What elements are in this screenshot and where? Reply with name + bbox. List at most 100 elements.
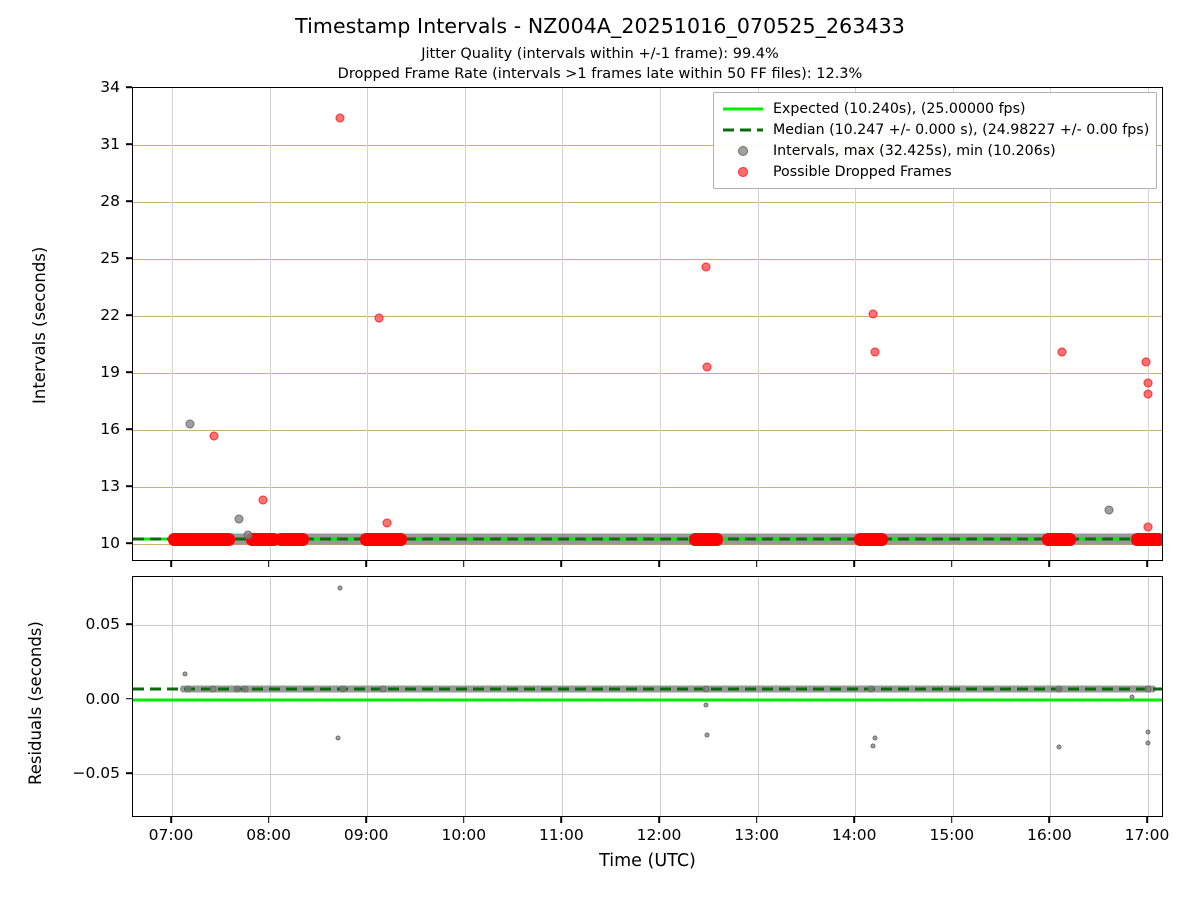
residuals-y-tick-label: 0.05 <box>85 615 120 633</box>
residuals-x-tick <box>658 817 660 823</box>
dropped-frame-cluster <box>246 532 281 546</box>
residual-point <box>872 735 878 741</box>
legend-entry-expected: Expected (10.240s), (25.00000 fps) <box>721 98 1149 119</box>
intervals-y-axis-title: Intervals (seconds) <box>30 246 49 404</box>
interval-point <box>1104 505 1114 515</box>
intervals-x-tick <box>170 561 172 567</box>
residual-point <box>337 585 343 591</box>
residuals-x-tick <box>170 817 172 823</box>
residual-point <box>379 685 387 693</box>
residual-point <box>1145 740 1151 746</box>
legend-label-dropped: Possible Dropped Frames <box>773 163 952 180</box>
legend-entry-median: Median (10.247 +/- 0.000 s), (24.98227 +… <box>721 119 1149 140</box>
intervals-y-tick <box>126 257 132 259</box>
x-tick-label: 11:00 <box>539 826 584 844</box>
chart-title: Timestamp Intervals - NZ004A_20251016_07… <box>295 14 905 38</box>
chart-subtitle-jitter: Jitter Quality (intervals within +/-1 fr… <box>421 46 779 62</box>
dropped-frame-cluster <box>372 532 407 546</box>
residual-point <box>184 685 192 693</box>
legend-key-intervals-marker <box>721 142 765 160</box>
intervals-y-tick-label: 28 <box>100 192 120 210</box>
intervals-y-tick-label: 31 <box>100 135 120 153</box>
dropped-frame-point <box>1143 389 1153 399</box>
residuals-gridline-v <box>269 577 271 816</box>
intervals-x-tick <box>365 561 367 567</box>
intervals-gridline-v <box>660 88 661 560</box>
legend-entry-intervals: Intervals, max (32.425s), min (10.206s) <box>721 140 1149 161</box>
intervals-gridline-h <box>133 316 1162 317</box>
dropped-frame-point <box>868 309 878 319</box>
residuals-x-tick <box>463 817 465 823</box>
chart-legend: Expected (10.240s), (25.00000 fps) Media… <box>713 92 1157 189</box>
residuals-x-tick <box>365 817 367 823</box>
intervals-x-tick <box>1146 561 1148 567</box>
intervals-y-tick-label: 16 <box>100 420 120 438</box>
residuals-y-tick <box>126 623 132 625</box>
intervals-y-tick <box>126 485 132 487</box>
dropped-frame-point <box>209 431 219 441</box>
dropped-frame-point <box>1143 522 1153 532</box>
residuals-gridline-v <box>172 577 173 816</box>
residuals-y-tick-label: 0.00 <box>85 689 120 708</box>
intervals-gridline-v <box>269 88 271 560</box>
residuals-x-tick <box>853 817 855 823</box>
intervals-gridline-v <box>1148 88 1149 560</box>
intervals-gridline-h <box>133 430 1162 431</box>
intervals-y-tick-label: 19 <box>100 363 120 381</box>
residual-point <box>1145 729 1151 735</box>
residuals-y-tick <box>126 772 132 774</box>
dropped-frame-point <box>335 113 345 123</box>
x-tick-label: 09:00 <box>343 826 389 844</box>
residuals-x-tick <box>560 817 563 823</box>
residuals-gridline-v <box>1050 577 1052 816</box>
intervals-gridline-h <box>133 145 1162 146</box>
residual-point <box>870 743 876 749</box>
residual-point <box>703 702 709 708</box>
dropped-frame-point <box>374 313 384 323</box>
x-tick-label: 10:00 <box>441 826 487 844</box>
interval-point <box>185 419 195 429</box>
dropped-frame-cluster <box>854 532 889 546</box>
intervals-y-tick <box>126 542 132 544</box>
residuals-x-tick <box>1048 817 1051 823</box>
residual-point <box>1056 744 1062 750</box>
residuals-gridline-v <box>660 577 661 816</box>
residual-point <box>241 685 249 693</box>
interval-point <box>243 530 253 539</box>
legend-key-median-line <box>721 121 765 139</box>
dropped-frame-point <box>1057 347 1067 357</box>
dropped-frame-point <box>382 518 392 528</box>
intervals-x-tick <box>658 561 660 567</box>
residuals-gridline-h <box>133 625 1162 626</box>
intervals-gridline-v <box>1050 88 1052 560</box>
intervals-x-tick <box>560 561 563 567</box>
dropped-frame-point <box>258 495 268 505</box>
legend-label-median: Median (10.247 +/- 0.000 s), (24.98227 +… <box>773 121 1150 138</box>
x-axis-title: Time (UTC) <box>599 851 696 871</box>
median-reference-line-residuals <box>133 687 1162 691</box>
intervals-gridline-v <box>855 88 857 560</box>
intervals-gridline-h <box>133 373 1162 374</box>
residuals-gridline-v <box>464 577 466 816</box>
dropped-frame-cluster <box>275 532 310 546</box>
intervals-x-tick <box>463 561 465 567</box>
residuals-gridline-v <box>855 577 857 816</box>
dropped-frame-point <box>870 347 880 357</box>
residuals-plot-area <box>132 576 1163 817</box>
intervals-y-tick <box>126 143 132 145</box>
residual-point <box>182 671 188 677</box>
residuals-gridline-v <box>562 577 564 816</box>
residuals-y-tick-label: −0.05 <box>72 764 121 782</box>
x-tick-label: 15:00 <box>929 826 975 844</box>
residuals-gridline-v <box>367 577 369 816</box>
intervals-y-tick <box>126 371 132 373</box>
x-tick-label: 16:00 <box>1027 826 1072 844</box>
residual-point <box>702 685 710 693</box>
intervals-y-tick <box>126 314 132 316</box>
residual-point <box>1055 685 1063 693</box>
intervals-x-tick <box>267 561 270 567</box>
x-tick-label: 08:00 <box>246 826 291 844</box>
intervals-x-tick <box>755 561 758 567</box>
dropped-frame-point <box>1141 357 1151 367</box>
